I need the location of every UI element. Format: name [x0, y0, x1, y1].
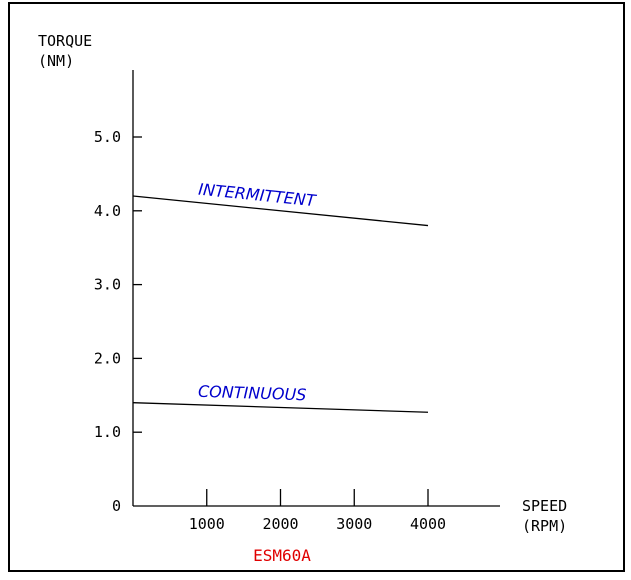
series-group [132, 195, 429, 413]
series-label-intermittent: INTERMITTENT [198, 180, 318, 211]
x-axis-label-line2: (RPM) [522, 517, 567, 535]
series-label-continuous: CONTINUOUS [198, 382, 307, 405]
y-tick-label: 4.0 [94, 202, 121, 220]
y-tick-label: 0 [112, 497, 121, 515]
x-axis-label-line1: SPEED [522, 497, 567, 515]
x-ticks: 1000 2000 3000 4000 [189, 489, 446, 533]
chart-frame [8, 2, 625, 572]
y-ticks: 0 1.0 2.0 3.0 4.0 5.0 [94, 128, 142, 515]
y-axis-label-line1: TORQUE [38, 32, 92, 50]
y-tick-label: 5.0 [94, 128, 121, 146]
x-tick-label: 1000 [189, 515, 225, 533]
x-tick-label: 3000 [336, 515, 372, 533]
series-line-continuous [132, 402, 429, 413]
model-name: ESM60A [253, 546, 311, 565]
y-tick-label: 3.0 [94, 276, 121, 294]
y-tick-label: 2.0 [94, 349, 121, 367]
y-axis-label-line2: (NM) [38, 52, 74, 70]
y-tick-label: 1.0 [94, 423, 121, 441]
series-line-intermittent [132, 195, 429, 227]
x-tick-label: 4000 [410, 515, 446, 533]
x-tick-label: 2000 [262, 515, 298, 533]
